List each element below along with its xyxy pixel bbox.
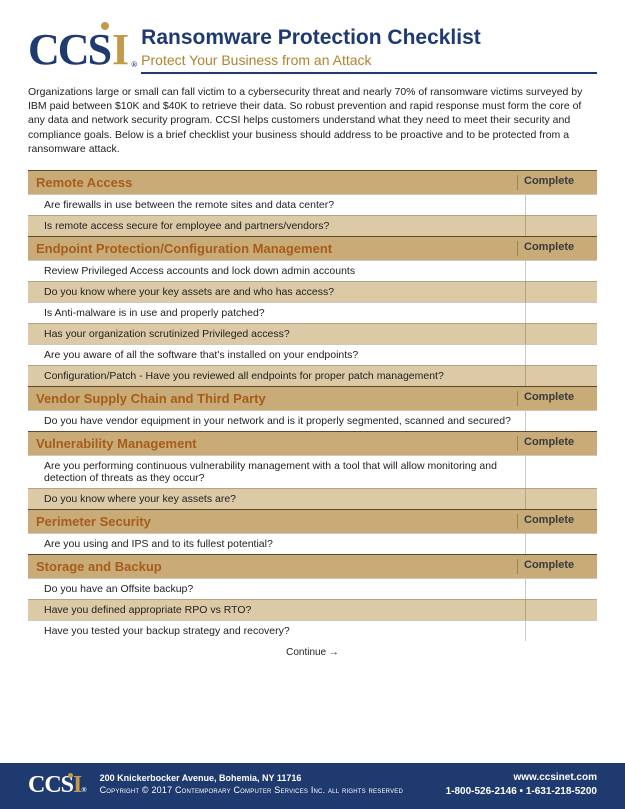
logo-s: S — [88, 24, 112, 75]
section-header: Endpoint Protection/Configuration Manage… — [28, 236, 597, 260]
checklist-checkbox-cell[interactable] — [525, 282, 597, 302]
checklist-checkbox-cell[interactable] — [525, 411, 597, 431]
section-header: Storage and BackupComplete — [28, 554, 597, 578]
checklist-item: Is Anti-malware is in use and properly p… — [28, 302, 597, 323]
checklist-item: Configuration/Patch - Have you reviewed … — [28, 365, 597, 386]
checklist-question: Are you performing continuous vulnerabil… — [28, 456, 525, 488]
checklist-checkbox-cell[interactable] — [525, 366, 597, 386]
checklist-question: Has your organization scrutinized Privil… — [28, 324, 525, 344]
continue-link[interactable]: Continue → — [28, 647, 597, 658]
header: CCSI ® Ransomware Protection Checklist P… — [28, 24, 597, 75]
section-header: Vulnerability ManagementComplete — [28, 431, 597, 455]
section-title: Perimeter Security — [36, 514, 517, 529]
checklist-checkbox-cell[interactable] — [525, 261, 597, 281]
section-title: Vendor Supply Chain and Third Party — [36, 391, 517, 406]
checklist-item: Are you using and IPS and to its fullest… — [28, 533, 597, 554]
footer-phones: 1-800-526-2146 • 1-631-218-5200 — [446, 785, 597, 799]
checklist-item: Are you aware of all the software that's… — [28, 344, 597, 365]
checklist-question: Do you know where your key assets are an… — [28, 282, 525, 302]
checklist-checkbox-cell[interactable] — [525, 600, 597, 620]
section-header: Perimeter SecurityComplete — [28, 509, 597, 533]
section-title: Endpoint Protection/Configuration Manage… — [36, 241, 517, 256]
checklist-question: Have you tested your backup strategy and… — [28, 621, 525, 641]
checklist-table: Remote AccessCompleteAre firewalls in us… — [28, 170, 597, 641]
checklist-item: Is remote access secure for employee and… — [28, 215, 597, 236]
footer-address: 200 Knickerbocker Avenue, Bohemia, NY 11… — [100, 773, 432, 785]
checklist-item: Has your organization scrutinized Privil… — [28, 323, 597, 344]
checklist-checkbox-cell[interactable] — [525, 345, 597, 365]
complete-header: Complete — [517, 241, 589, 256]
checklist-item: Are firewalls in use between the remote … — [28, 194, 597, 215]
checklist-item: Do you know where your key assets are an… — [28, 281, 597, 302]
checklist-item: Review Privileged Access accounts and lo… — [28, 260, 597, 281]
checklist-checkbox-cell[interactable] — [525, 324, 597, 344]
checklist-question: Are you aware of all the software that's… — [28, 345, 525, 365]
checklist-checkbox-cell[interactable] — [525, 456, 597, 488]
checklist-item: Are you performing continuous vulnerabil… — [28, 455, 597, 488]
checklist-checkbox-cell[interactable] — [525, 534, 597, 554]
checklist-question: Do you know where your key assets are? — [28, 489, 525, 509]
section-header: Vendor Supply Chain and Third PartyCompl… — [28, 386, 597, 410]
checklist-question: Do you have an Offsite backup? — [28, 579, 525, 599]
intro-paragraph: Organizations large or small can fall vi… — [28, 85, 597, 156]
page-title: Ransomware Protection Checklist — [141, 26, 597, 50]
checklist-item: Do you know where your key assets are? — [28, 488, 597, 509]
footer: CCSI® 200 Knickerbocker Avenue, Bohemia,… — [0, 763, 625, 809]
complete-header: Complete — [517, 559, 589, 574]
complete-header: Complete — [517, 391, 589, 406]
footer-website: www.ccsinet.com — [446, 771, 597, 785]
checklist-question: Is Anti-malware is in use and properly p… — [28, 303, 525, 323]
checklist-question: Is remote access secure for employee and… — [28, 216, 525, 236]
checklist-question: Are you using and IPS and to its fullest… — [28, 534, 525, 554]
logo-cc: CC — [28, 24, 88, 75]
section-header: Remote AccessComplete — [28, 170, 597, 194]
checklist-checkbox-cell[interactable] — [525, 303, 597, 323]
ccsi-logo-footer: CCSI® — [28, 772, 86, 799]
checklist-question: Have you defined appropriate RPO vs RTO? — [28, 600, 525, 620]
checklist-checkbox-cell[interactable] — [525, 216, 597, 236]
checklist-question: Are firewalls in use between the remote … — [28, 195, 525, 215]
section-title: Storage and Backup — [36, 559, 517, 574]
checklist-question: Configuration/Patch - Have you reviewed … — [28, 366, 525, 386]
complete-header: Complete — [517, 436, 589, 451]
checklist-item: Do you have vendor equipment in your net… — [28, 410, 597, 431]
complete-header: Complete — [517, 514, 589, 529]
page-subtitle: Protect Your Business from an Attack — [141, 52, 597, 74]
ccsi-logo: CCSI ® — [28, 24, 129, 75]
section-title: Vulnerability Management — [36, 436, 517, 451]
checklist-item: Have you tested your backup strategy and… — [28, 620, 597, 641]
checklist-question: Review Privileged Access accounts and lo… — [28, 261, 525, 281]
checklist-item: Do you have an Offsite backup? — [28, 578, 597, 599]
footer-copyright: Copyright © 2017 Contemporary Computer S… — [100, 785, 432, 797]
checklist-item: Have you defined appropriate RPO vs RTO? — [28, 599, 597, 620]
complete-header: Complete — [517, 175, 589, 190]
checklist-checkbox-cell[interactable] — [525, 489, 597, 509]
checklist-question: Do you have vendor equipment in your net… — [28, 411, 525, 431]
checklist-checkbox-cell[interactable] — [525, 579, 597, 599]
section-title: Remote Access — [36, 175, 517, 190]
logo-i: I — [112, 24, 129, 75]
checklist-checkbox-cell[interactable] — [525, 195, 597, 215]
checklist-checkbox-cell[interactable] — [525, 621, 597, 641]
